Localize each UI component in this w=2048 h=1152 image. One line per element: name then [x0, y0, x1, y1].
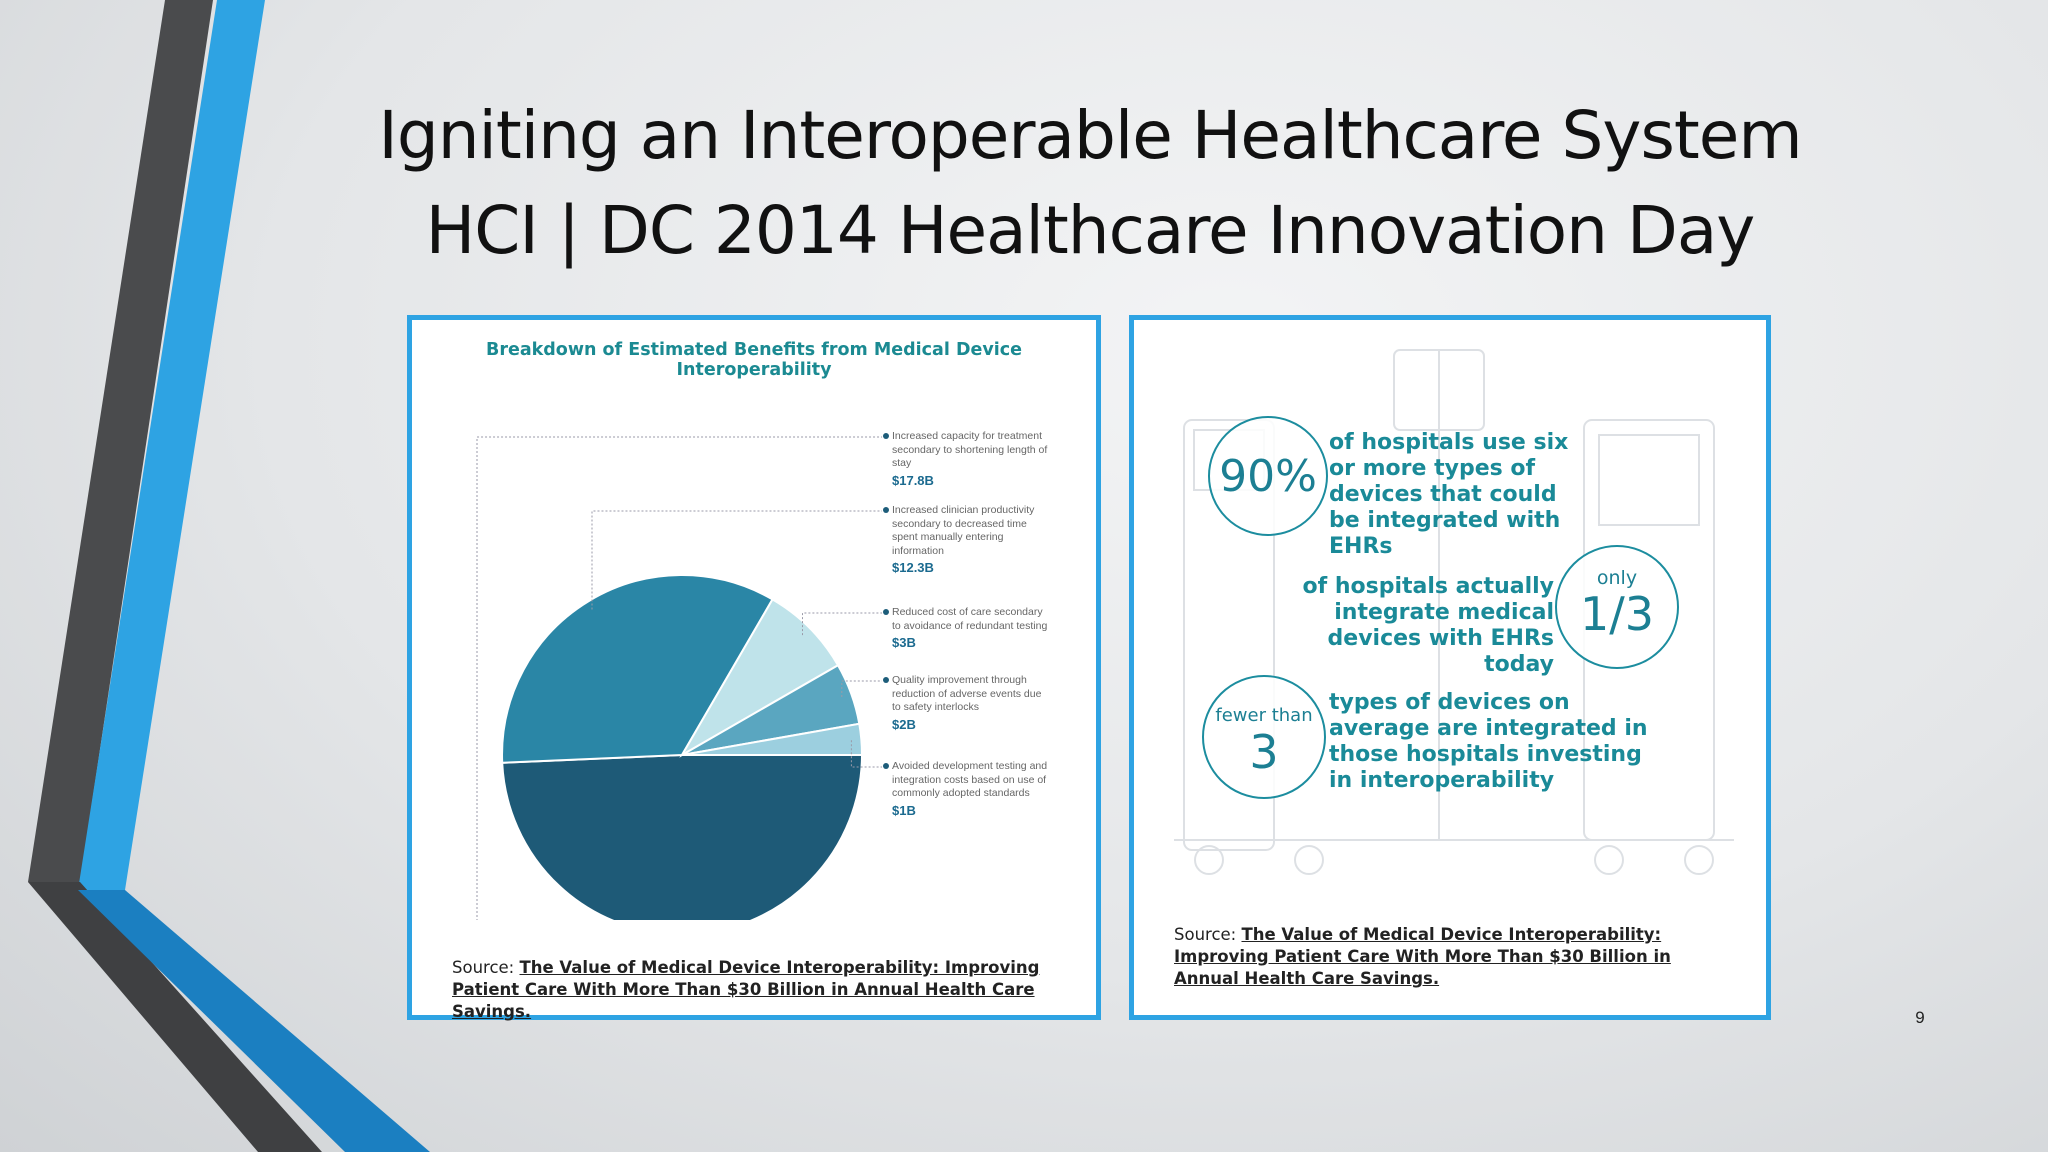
slide-subtitle: HCI | DC 2014 Healthcare Innovation Day — [425, 192, 1756, 269]
legend-label: Reduced cost of care secondary to avoida… — [892, 606, 1048, 632]
pie-chart-panel: Breakdown of Estimated Benefits from Med… — [407, 315, 1101, 1023]
pie-slice — [501, 574, 774, 764]
legend-item: Increased clinician productivity seconda… — [883, 504, 1052, 575]
legend-item: Reduced cost of care secondary to avoida… — [883, 606, 1052, 650]
stat-text-90-percent: of hospitals use six or more types of de… — [1329, 430, 1569, 559]
pie-slice — [679, 598, 840, 758]
legend-item: Quality improvement through reduction of… — [883, 674, 1052, 732]
pie-chart — [476, 436, 882, 920]
leader-line — [591, 510, 882, 610]
stat-prefix: fewer than — [1215, 705, 1313, 726]
source-citation-right: Source: The Value of Medical Device Inte… — [1174, 924, 1714, 990]
dark-gray-stripe — [28, 0, 213, 882]
stat-text-fewer-than-3: types of devices on average are integrat… — [1329, 690, 1648, 793]
legend-value: $3B — [892, 635, 916, 650]
legend-label: Increased clinician productivity seconda… — [892, 504, 1035, 557]
stat-figure: 90% — [1219, 451, 1317, 502]
infographic-panel: 90% of hospitals use six or more types o… — [1129, 315, 1771, 1020]
page-number: 9 — [1915, 1008, 1925, 1027]
stat-circle-90-percent: 90% — [1208, 416, 1328, 536]
slide-title: Igniting an Interoperable Healthcare Sys… — [378, 97, 1802, 174]
legend-item: Avoided development testing and integrat… — [883, 760, 1052, 818]
legend-bullet — [883, 763, 889, 769]
legend-item: Increased capacity for treatment seconda… — [883, 430, 1052, 488]
leader-line — [476, 436, 882, 920]
stat-figure: 3 — [1249, 725, 1279, 779]
legend-label: Increased capacity for treatment seconda… — [892, 430, 1048, 469]
leader-line — [841, 680, 882, 697]
legend-bullet — [883, 609, 889, 615]
source-title-link[interactable]: The Value of Medical Device Interoperabi… — [452, 958, 1040, 1021]
source-citation-left: Source: The Value of Medical Device Inte… — [452, 957, 1072, 1023]
pie-slice — [501, 754, 864, 920]
legend-value: $17.8B — [892, 472, 934, 488]
source-title-link[interactable]: The Value of Medical Device Interoperabi… — [1174, 925, 1671, 988]
pie-slice — [681, 722, 864, 756]
legend-value: $12.3B — [892, 560, 934, 575]
stat-circle-fewer-than-3: fewer than 3 — [1202, 675, 1326, 799]
stat-circle-one-third: only 1/3 — [1555, 545, 1679, 669]
legend-bullet — [883, 507, 889, 513]
stat-text-one-third: of hospitals actually integrate medical … — [1302, 574, 1555, 677]
blue-lower-stripe — [78, 890, 430, 1152]
legend-value: $1B — [892, 802, 916, 818]
legend-label: Avoided development testing and integrat… — [892, 760, 1048, 799]
medical-equipment-illustration — [1174, 349, 1734, 875]
source-label: Source: — [1174, 925, 1237, 944]
legend-bullet — [883, 677, 889, 683]
legend-bullet — [883, 433, 889, 439]
leader-line — [850, 740, 882, 768]
blue-stripe — [78, 0, 265, 890]
stat-figure: 1/3 — [1579, 587, 1655, 641]
chart-title: Breakdown of Estimated Benefits from Med… — [485, 340, 1022, 380]
source-label: Source: — [452, 958, 515, 977]
stat-prefix: only — [1596, 567, 1638, 589]
legend-value: $2B — [892, 716, 916, 732]
legend-label: Quality improvement through reduction of… — [892, 674, 1042, 713]
dark-gray-lower-stripe — [28, 882, 322, 1152]
